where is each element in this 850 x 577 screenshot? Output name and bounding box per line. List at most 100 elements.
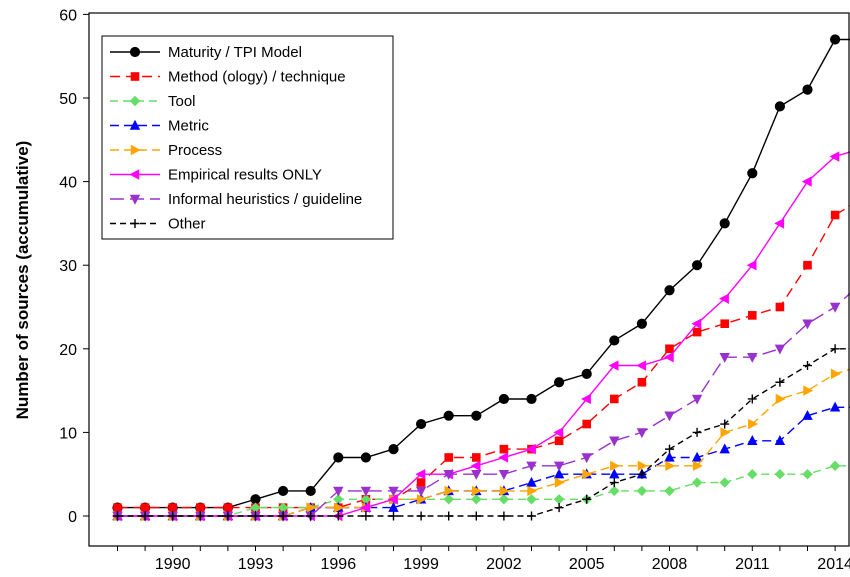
data-point [637, 469, 647, 479]
legend-label: Informal heuristics / guideline [168, 191, 362, 208]
legend-marker [130, 72, 140, 81]
data-point [525, 443, 536, 455]
x-tick-label: 1996 [321, 556, 357, 573]
data-point [609, 478, 619, 488]
data-point [664, 411, 675, 422]
data-point [306, 511, 316, 521]
series-line [117, 38, 850, 509]
data-point [719, 477, 730, 488]
data-point [636, 428, 648, 439]
series-2 [113, 205, 850, 512]
legend-marker [129, 194, 141, 205]
data-point [720, 427, 731, 438]
data-point [719, 293, 729, 304]
data-point [553, 468, 565, 479]
legend-label: Tool [168, 93, 196, 110]
legend-marker [129, 95, 141, 107]
legend: Maturity / TPI Model Method (ology) / tec… [101, 35, 394, 240]
data-point [498, 494, 510, 505]
data-point [774, 344, 786, 355]
data-point [553, 461, 565, 472]
data-point [415, 486, 427, 497]
data-point [663, 351, 674, 363]
data-point [665, 444, 674, 454]
data-point [692, 427, 702, 437]
data-point [691, 451, 703, 462]
data-point [747, 352, 758, 363]
data-point [168, 503, 177, 512]
data-point [277, 502, 289, 513]
data-point [443, 410, 454, 421]
plot-frame [88, 12, 850, 547]
data-point [581, 393, 591, 405]
data-point [830, 368, 841, 380]
data-point [802, 319, 813, 330]
data-point [610, 460, 620, 472]
data-point [360, 502, 371, 513]
data-point [774, 435, 786, 445]
data-point [526, 494, 537, 505]
data-point [526, 393, 537, 405]
data-point [609, 436, 620, 447]
data-point [829, 302, 841, 313]
x-tick-label: 1990 [155, 556, 191, 573]
data-point [582, 494, 592, 504]
data-point [746, 260, 757, 271]
data-point [774, 101, 786, 112]
data-point [636, 485, 648, 497]
data-point [719, 443, 730, 454]
data-point [637, 377, 647, 387]
data-point [416, 494, 427, 505]
data-point [388, 486, 399, 497]
data-point [140, 511, 150, 521]
x-tick-label: 2011 [735, 556, 770, 573]
y-tick-label: 0 [68, 509, 77, 526]
data-point [719, 352, 730, 363]
data-point [747, 394, 757, 404]
data-point [527, 485, 538, 497]
data-point [499, 511, 509, 521]
y-tick-label: 50 [59, 91, 77, 108]
y-tick-label: 30 [59, 258, 77, 275]
data-point [223, 511, 233, 521]
series-line [117, 348, 850, 517]
data-point [802, 84, 813, 95]
data-point [581, 368, 592, 379]
x-tick-label: 1993 [238, 556, 274, 573]
data-point [636, 318, 648, 329]
series-7 [112, 292, 850, 522]
data-point [250, 502, 261, 513]
data-point [608, 360, 619, 371]
data-point [360, 452, 371, 463]
data-point [416, 511, 426, 521]
data-point [664, 485, 675, 497]
data-point [334, 502, 344, 513]
series-line [117, 368, 850, 517]
data-point [333, 511, 343, 521]
data-point [554, 377, 565, 388]
series-line [117, 205, 850, 509]
legend-label: Metric [168, 118, 209, 135]
y-axis-label: Number of sources (accumulative) [13, 141, 32, 420]
x-tick-label: 2002 [486, 556, 522, 573]
data-point [692, 260, 703, 271]
legend-marker [130, 219, 140, 228]
data-point [333, 494, 344, 505]
data-point [829, 460, 841, 472]
data-point [499, 444, 509, 454]
data-point [692, 327, 702, 337]
data-point [830, 344, 840, 354]
plot-area [111, 34, 850, 522]
data-point [554, 436, 564, 446]
x-tick-label: 2014 [817, 556, 850, 573]
data-point [388, 444, 399, 455]
data-point [196, 503, 205, 512]
data-point [610, 394, 619, 404]
series-line [117, 465, 850, 517]
data-point [387, 494, 398, 505]
data-point [775, 393, 786, 405]
data-point [581, 453, 592, 464]
data-point [333, 486, 344, 497]
data-point [471, 410, 482, 421]
